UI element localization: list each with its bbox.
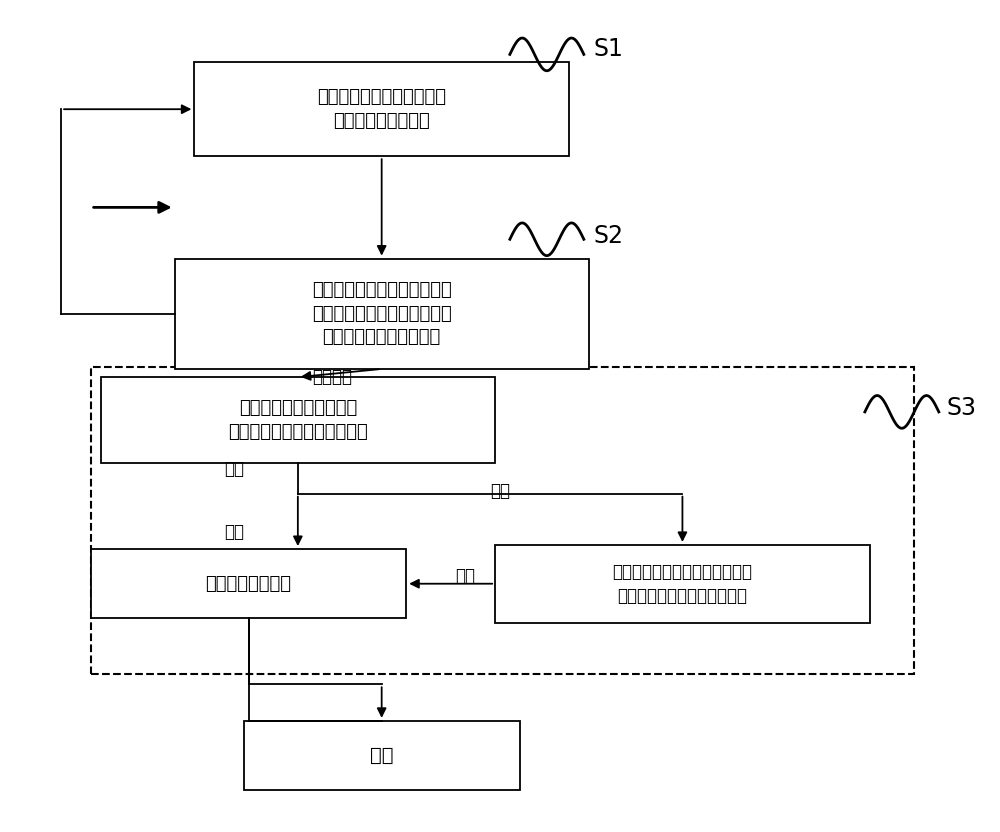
FancyBboxPatch shape bbox=[495, 545, 870, 622]
Text: 正确: 正确 bbox=[224, 523, 244, 541]
Text: S3: S3 bbox=[947, 396, 977, 420]
FancyBboxPatch shape bbox=[194, 62, 569, 156]
FancyBboxPatch shape bbox=[101, 377, 495, 463]
Text: 播报取药错误信号提示再次打开
第二药盒将未取出的药物取出: 播报取药错误信号提示再次打开 第二药盒将未取出的药物取出 bbox=[612, 563, 752, 605]
Text: 错误: 错误 bbox=[490, 483, 510, 500]
Text: S1: S1 bbox=[594, 37, 624, 62]
FancyBboxPatch shape bbox=[175, 259, 589, 369]
FancyBboxPatch shape bbox=[91, 549, 406, 618]
Text: 播报取药正确信号: 播报取药正确信号 bbox=[206, 575, 292, 592]
Text: 控制单元调节储药机构和取料
机构进行定量取药操作、为下
一时间服用药物进行准备: 控制单元调节储药机构和取料 机构进行定量取药操作、为下 一时间服用药物进行准备 bbox=[312, 281, 452, 346]
Text: 取药: 取药 bbox=[224, 460, 244, 478]
Text: S2: S2 bbox=[594, 224, 624, 248]
Text: 调控第二电磁锁处于开启
状态、第二指示灯为亮灯状态: 调控第二电磁锁处于开启 状态、第二指示灯为亮灯状态 bbox=[228, 399, 368, 441]
FancyBboxPatch shape bbox=[244, 721, 520, 790]
Text: 正确: 正确 bbox=[455, 567, 475, 585]
Text: 服药: 服药 bbox=[370, 746, 393, 765]
Text: 定时信号: 定时信号 bbox=[313, 368, 353, 386]
Text: 通过人机交互单元输入药品
信息和药品服务信息: 通过人机交互单元输入药品 信息和药品服务信息 bbox=[317, 88, 446, 130]
